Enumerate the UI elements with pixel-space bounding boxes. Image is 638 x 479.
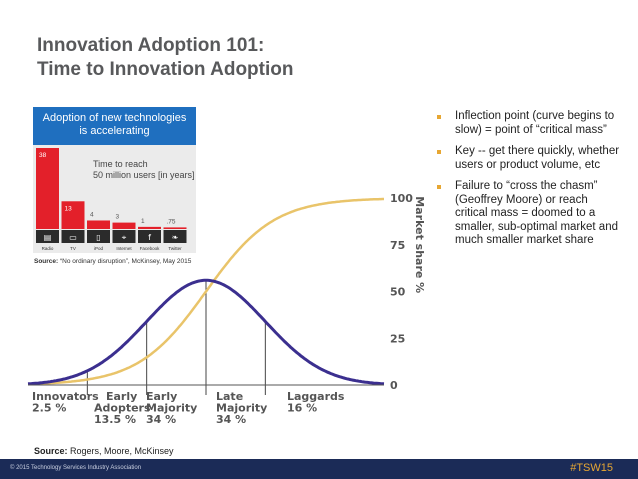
y-tick-label: 0 bbox=[390, 379, 398, 392]
inset-bar-value-label: 4 bbox=[90, 211, 94, 218]
title-line-2: Time to Innovation Adoption bbox=[37, 59, 294, 80]
bullet-item: Key -- get there quickly, whether users … bbox=[437, 145, 622, 172]
source-label: Source: bbox=[34, 446, 68, 456]
inset-category-label: TV bbox=[70, 246, 76, 251]
inset-header: Adoption of new technologies is accelera… bbox=[33, 107, 196, 145]
inset-bar-value-label: 1 bbox=[141, 218, 145, 225]
inset-bar-tv bbox=[61, 201, 85, 229]
bullet-item: Inflection point (curve begins to slow) … bbox=[437, 110, 622, 137]
segment-label: Early bbox=[146, 390, 177, 403]
inset-header-line-1: Adoption of new technologies bbox=[42, 112, 187, 124]
inset-category-label: iPod bbox=[94, 246, 104, 251]
inset-category-label: Internet bbox=[116, 246, 132, 251]
inset-bar-facebook bbox=[138, 226, 161, 229]
inset-bar-twitter bbox=[163, 227, 187, 229]
segment-label: Majority bbox=[146, 402, 197, 415]
inset-category-label: Facebook bbox=[140, 246, 161, 251]
internet-icon bbox=[112, 230, 136, 243]
segment-label: Majority bbox=[216, 402, 267, 415]
segment-label: 13.5 % bbox=[94, 413, 136, 426]
inset-bar-value-label: 13 bbox=[65, 205, 73, 212]
inset-caption-label: Source: bbox=[34, 258, 59, 265]
twitter-icon-glyph: ❧ bbox=[172, 233, 179, 242]
bullet-square-icon bbox=[437, 185, 441, 189]
slide-title: Innovation Adoption 101: Time to Innovat… bbox=[37, 34, 293, 82]
internet-icon-glyph: ⌖ bbox=[122, 233, 127, 242]
segment-label: Early bbox=[106, 390, 137, 403]
footer-bar: © 2015 Technology Services Industry Asso… bbox=[0, 459, 638, 479]
inset-caption: Source: “No ordinary disruption”, McKins… bbox=[34, 258, 191, 265]
inset-subtitle-line-2: 50 million users [in years] bbox=[93, 170, 195, 180]
segment-label: Laggards bbox=[287, 390, 345, 403]
source-text: Rogers, Moore, McKinsey bbox=[67, 446, 174, 456]
ipod-icon bbox=[87, 230, 110, 243]
tv-icon-glyph: ▭ bbox=[69, 233, 77, 242]
y-tick-label: 75 bbox=[390, 239, 405, 252]
inset-bar-value-label: 3 bbox=[116, 214, 120, 221]
radio-icon-glyph: ▤ bbox=[44, 233, 52, 242]
bullet-square-icon bbox=[437, 115, 441, 119]
slide-source: Source: Rogers, Moore, McKinsey bbox=[34, 446, 174, 456]
segment-label: 2.5 % bbox=[32, 402, 66, 415]
segment-label: 34 % bbox=[146, 413, 176, 426]
inset-header-line-2: is accelerating bbox=[79, 125, 150, 137]
segment-label: Late bbox=[216, 390, 243, 403]
inset-subtitle-line-1: Time to reach bbox=[93, 159, 148, 169]
adoption-curve-chart: 0 25 50 75 100 Market share % Innovators 2.5 … bbox=[0, 160, 638, 435]
inset-bar-radio bbox=[36, 148, 59, 229]
twitter-icon bbox=[163, 230, 187, 243]
y-tick-label: 25 bbox=[390, 332, 405, 345]
y-axis-label: Market share % bbox=[413, 196, 426, 293]
tv-icon bbox=[61, 230, 85, 243]
inset-bar-value-label: .75 bbox=[167, 218, 176, 225]
bullet-item: Failure to “cross the chasm” (Geoffrey M… bbox=[437, 180, 622, 248]
bullet-text: Key -- get there quickly, whether users … bbox=[455, 145, 620, 171]
segment-label: Innovators bbox=[32, 390, 99, 403]
ipod-icon-glyph: ▯ bbox=[96, 233, 100, 242]
inset-bar-chart-svg: Time to reach 50 million users [in years… bbox=[36, 148, 195, 251]
facebook-icon bbox=[138, 230, 161, 243]
y-tick-label: 100 bbox=[390, 192, 413, 205]
facebook-icon-glyph: f bbox=[148, 233, 151, 242]
adoption-curve-svg: 0 25 50 75 100 Market share % Innovators2.5 … bbox=[27, 192, 426, 426]
bullet-square-icon bbox=[437, 150, 441, 154]
bullet-text: Failure to “cross the chasm” (Geoffrey M… bbox=[455, 180, 618, 246]
footer-copyright: © 2015 Technology Services Industry Asso… bbox=[10, 465, 142, 471]
segment-label: Adopters bbox=[94, 402, 151, 415]
inset-bar-chart: Time to reach 50 million users [in years… bbox=[33, 145, 196, 253]
segment-label: 16 % bbox=[287, 402, 317, 415]
footer-hashtag: #TSW15 bbox=[570, 462, 613, 474]
bullet-list: Inflection point (curve begins to slow) … bbox=[437, 110, 622, 256]
inset-bar-internet bbox=[112, 222, 136, 229]
inset-bar-value-label: 38 bbox=[39, 152, 47, 159]
inset-bar-ipod bbox=[87, 220, 110, 229]
market-share-s-curve bbox=[28, 197, 384, 386]
y-tick-label: 50 bbox=[390, 286, 406, 299]
segment-label: 34 % bbox=[216, 413, 246, 426]
inset-category-label: Twitter bbox=[168, 246, 182, 251]
inset-category-label: Radio bbox=[42, 246, 54, 251]
bullet-text: Inflection point (curve begins to slow) … bbox=[455, 110, 615, 136]
inset-caption-text: “No ordinary disruption”, McKinsey, May … bbox=[58, 258, 192, 265]
radio-icon bbox=[36, 230, 59, 243]
title-line-1: Innovation Adoption 101: bbox=[37, 35, 265, 56]
adoption-bell-curve bbox=[27, 278, 385, 386]
